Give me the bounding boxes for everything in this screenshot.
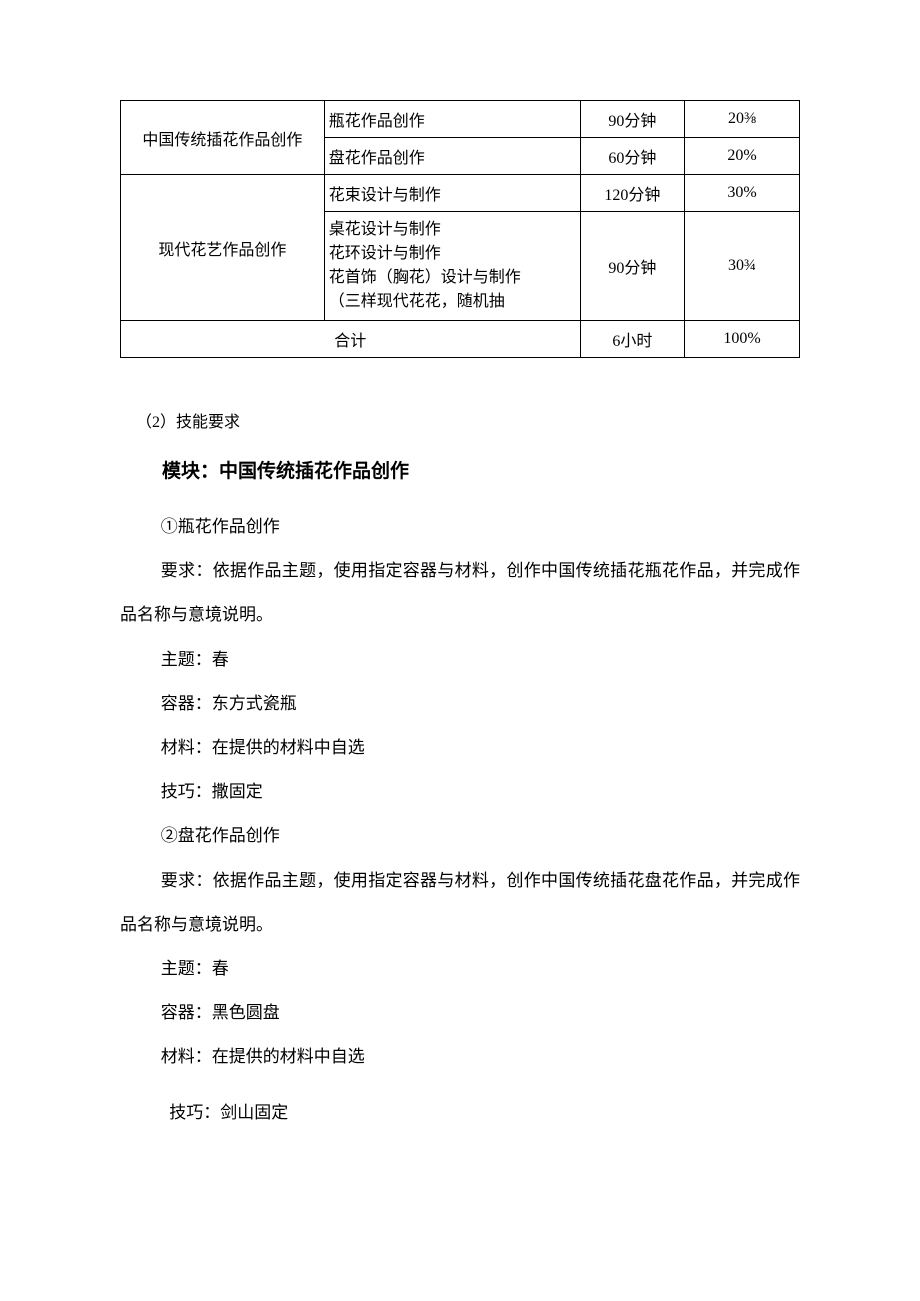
item1-title: ①瓶花作品创作 (120, 505, 800, 549)
item2-technique: 技巧：剑山固定 (120, 1091, 800, 1135)
table-row: 中国传统插花作品创作 瓶花作品创作 90分钟 20⅜ (121, 101, 800, 138)
item1-requirement: 要求：依据作品主题，使用指定容器与材料，创作中国传统插花瓶花作品，并完成作品名称… (120, 549, 800, 637)
table-total-row: 合计 6小时 100% (121, 321, 800, 358)
time-cell: 90分钟 (580, 101, 684, 138)
item1-theme: 主题：春 (120, 638, 800, 682)
item1-technique: 技巧：撒固定 (120, 770, 800, 814)
item2-material: 材料：在提供的材料中自选 (120, 1035, 800, 1079)
percent-cell: 30¾ (685, 212, 800, 321)
time-cell: 120分钟 (580, 175, 684, 212)
total-label-cell: 合计 (121, 321, 581, 358)
time-cell: 90分钟 (580, 212, 684, 321)
percent-cell: 20% (685, 138, 800, 175)
item2-theme: 主题：春 (120, 947, 800, 991)
item1-material: 材料：在提供的材料中自选 (120, 726, 800, 770)
total-time-cell: 6小时 (580, 321, 684, 358)
category-cell: 现代花艺作品创作 (121, 175, 325, 321)
body-text-block: ①瓶花作品创作 要求：依据作品主题，使用指定容器与材料，创作中国传统插花瓶花作品… (120, 505, 800, 1136)
percent-cell: 20⅜ (685, 101, 800, 138)
total-percent-cell: 100% (685, 321, 800, 358)
item1-container: 容器：东方式瓷瓶 (120, 682, 800, 726)
table-row: 现代花艺作品创作 花束设计与制作 120分钟 30% (121, 175, 800, 212)
item2-container: 容器：黑色圆盘 (120, 991, 800, 1035)
module-title: 模块：中国传统插花作品创作 (162, 456, 800, 483)
section-header: （2）技能要求 (136, 408, 800, 432)
percent-cell: 30% (685, 175, 800, 212)
item-cell: 盘花作品创作 (324, 138, 580, 175)
item2-requirement: 要求：依据作品主题，使用指定容器与材料，创作中国传统插花盘花作品，并完成作品名称… (120, 859, 800, 947)
category-cell: 中国传统插花作品创作 (121, 101, 325, 175)
allocation-table: 中国传统插花作品创作 瓶花作品创作 90分钟 20⅜ 盘花作品创作 60分钟 2… (120, 100, 800, 358)
item-cell-multi: 桌花设计与制作花环设计与制作花首饰（胸花）设计与制作（三样现代花花，随机抽 (324, 212, 580, 321)
item-cell: 瓶花作品创作 (324, 101, 580, 138)
item-cell: 花束设计与制作 (324, 175, 580, 212)
time-cell: 60分钟 (580, 138, 684, 175)
item2-title: ②盘花作品创作 (120, 814, 800, 858)
